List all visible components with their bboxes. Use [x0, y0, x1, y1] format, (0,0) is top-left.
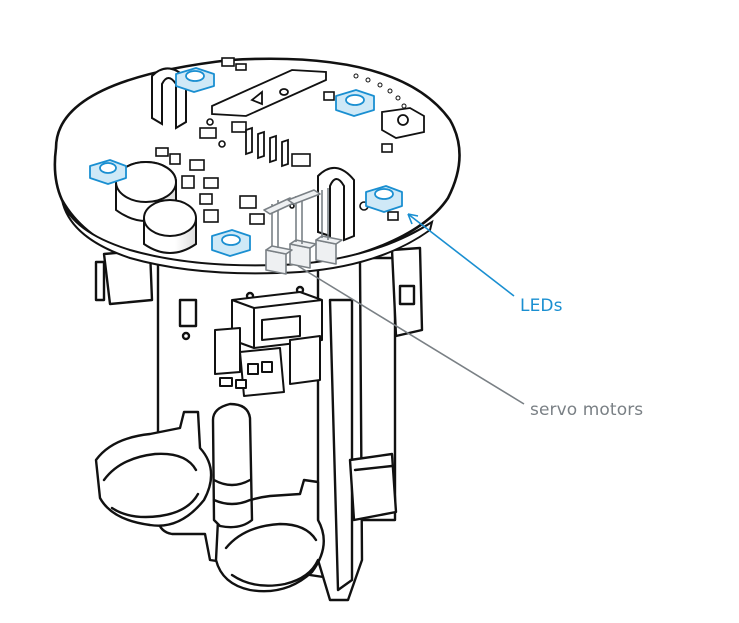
switch	[381, 107, 425, 139]
pin-headers	[245, 126, 289, 168]
led-4	[365, 185, 403, 213]
led-1	[175, 67, 215, 93]
servo-motors-label: servo motors	[530, 400, 644, 420]
leds	[89, 67, 403, 257]
servo-connectors	[263, 188, 343, 275]
led-3	[89, 159, 127, 185]
display-window	[211, 69, 327, 117]
connector-bracket	[317, 167, 355, 242]
servo-callout-line	[297, 265, 525, 405]
servo-module	[214, 291, 323, 397]
leds-label: LEDs	[520, 296, 563, 316]
indicator-dots	[353, 73, 407, 109]
led-2	[335, 89, 375, 117]
capacitor-2	[143, 199, 197, 254]
leds-callout-line	[407, 213, 515, 297]
smd-components	[155, 57, 399, 225]
led-5	[211, 229, 251, 257]
